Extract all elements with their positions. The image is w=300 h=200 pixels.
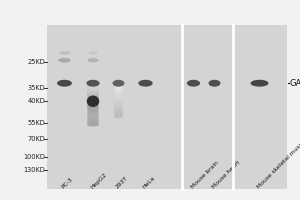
- Text: 25KD: 25KD: [27, 59, 45, 65]
- Text: Mouse brain: Mouse brain: [190, 160, 220, 190]
- Text: 70KD: 70KD: [27, 136, 45, 142]
- Text: 100KD: 100KD: [23, 154, 45, 160]
- Text: HepG2: HepG2: [89, 172, 107, 190]
- Text: GAPDH: GAPDH: [290, 79, 300, 88]
- Text: 130KD: 130KD: [23, 167, 45, 173]
- Text: HeLa: HeLa: [142, 176, 156, 190]
- Text: Mouse skeletal muscle: Mouse skeletal muscle: [256, 138, 300, 190]
- Text: 293T: 293T: [115, 176, 129, 190]
- Text: PC-3: PC-3: [61, 177, 74, 190]
- Text: 55KD: 55KD: [27, 120, 45, 126]
- Text: 40KD: 40KD: [27, 98, 45, 104]
- Text: 35KD: 35KD: [27, 85, 45, 91]
- Text: Mouse heart: Mouse heart: [211, 160, 241, 190]
